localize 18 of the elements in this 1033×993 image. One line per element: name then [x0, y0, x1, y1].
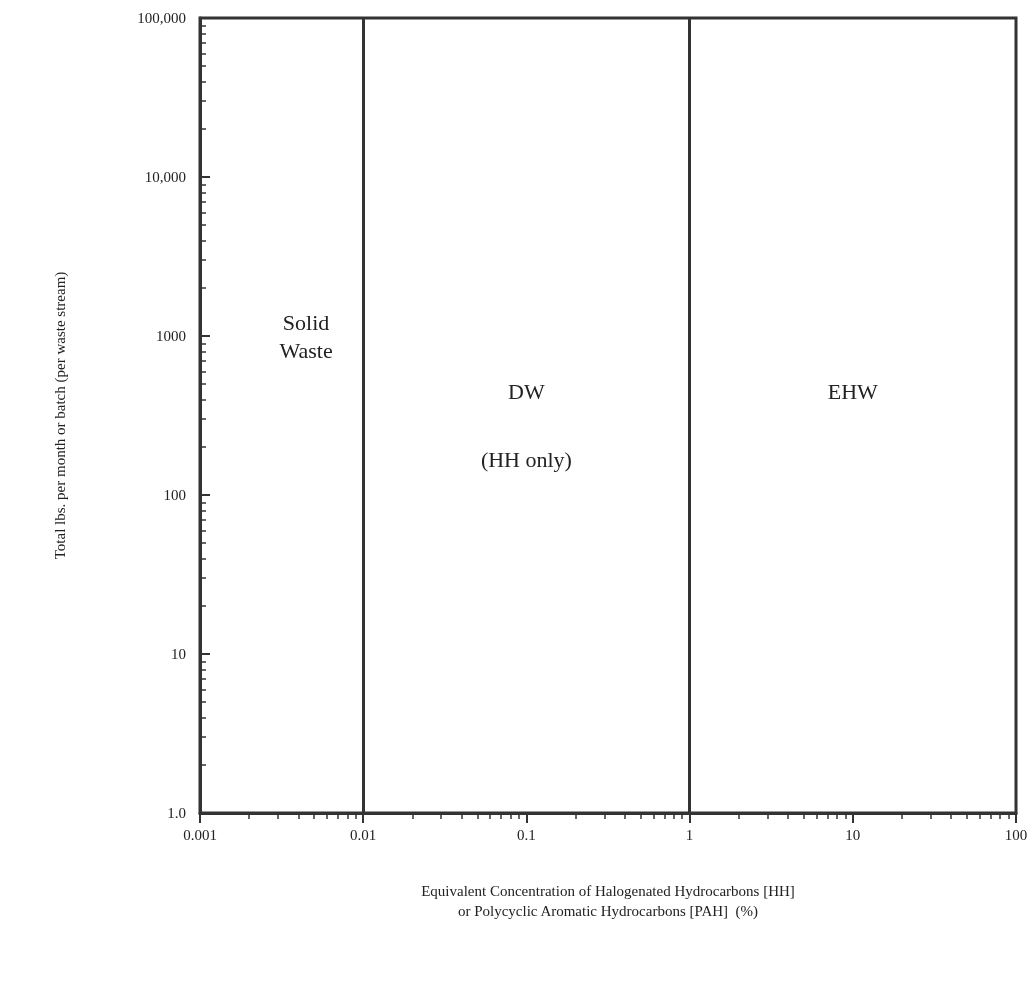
- annotation: (HH only): [480, 446, 572, 472]
- annotation: Solid Waste: [279, 309, 333, 363]
- y-tick-label: 10: [171, 646, 186, 662]
- y-tick-label: 1000: [156, 328, 186, 344]
- x-tick-label: 0.1: [517, 826, 536, 843]
- annotation: DW: [508, 379, 545, 405]
- y-tick-label: 1.0: [167, 805, 186, 821]
- x-tick-label: 0.01: [350, 826, 377, 843]
- x-tick-label: 100: [1004, 826, 1028, 843]
- x-axis-title: Equivalent Concentration of Halogenated Hydrocarbons [HH] or Polycyclic Aromatic Hydrocarbons [PAH] (%): [421, 883, 795, 920]
- y-tick-label: 10,000: [144, 169, 186, 185]
- y-tick-label: 100,000: [137, 10, 186, 26]
- y-axis-title: Total lbs. per month or batch (per waste stream): [52, 271, 69, 560]
- x-tick-label: 1: [685, 826, 694, 843]
- y-tick-label: 100: [163, 487, 186, 503]
- x-tick-label: 0.001: [183, 826, 217, 843]
- x-tick-label: 10: [845, 826, 861, 843]
- annotation: EHW: [827, 379, 879, 405]
